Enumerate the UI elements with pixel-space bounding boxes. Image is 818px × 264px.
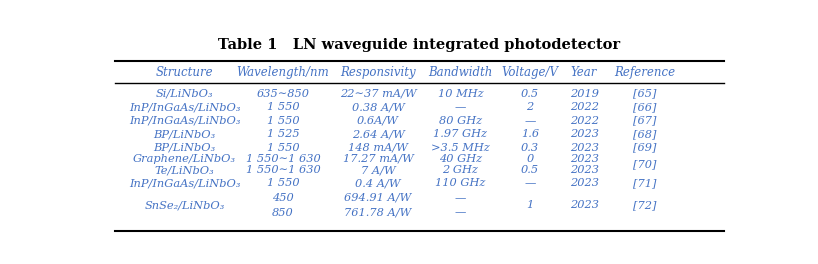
Text: InP/InGaAs/LiNbO₃: InP/InGaAs/LiNbO₃ [129,178,240,188]
Text: 1.6: 1.6 [521,129,539,139]
Text: 2019: 2019 [569,89,599,99]
Text: 0: 0 [527,154,534,164]
Text: —: — [455,102,466,112]
Text: [66]: [66] [632,102,656,112]
Text: 450: 450 [272,193,294,203]
Text: 1 525: 1 525 [267,129,299,139]
Text: SnSe₂/LiNbO₃: SnSe₂/LiNbO₃ [145,200,225,210]
Text: 40 GHz: 40 GHz [439,154,482,164]
Text: [70]: [70] [632,159,656,169]
Text: 80 GHz: 80 GHz [439,116,482,126]
Text: 17.27 mA/W: 17.27 mA/W [343,154,413,164]
Text: BP/LiNbO₃: BP/LiNbO₃ [154,129,216,139]
Text: Table 1   LN waveguide integrated photodetector: Table 1 LN waveguide integrated photodet… [218,38,620,52]
Text: [67]: [67] [632,116,656,126]
Text: —: — [455,193,466,203]
Text: [68]: [68] [632,129,656,139]
Text: [72]: [72] [632,200,656,210]
Text: 0.5: 0.5 [521,89,539,99]
Text: Wavelength/nm: Wavelength/nm [236,66,330,79]
Text: 10 MHz: 10 MHz [438,89,483,99]
Text: 1 550: 1 550 [267,102,299,112]
Text: Te/LiNbO₃: Te/LiNbO₃ [155,165,214,175]
Text: 2 GHz: 2 GHz [443,165,479,175]
Text: 2023: 2023 [569,129,599,139]
Text: Responsivity: Responsivity [340,66,416,79]
Text: 694.91 A/W: 694.91 A/W [344,193,411,203]
Text: 2023: 2023 [569,143,599,153]
Text: InP/InGaAs/LiNbO₃: InP/InGaAs/LiNbO₃ [129,116,240,126]
Text: 2023: 2023 [569,200,599,210]
Text: Structure: Structure [156,66,213,79]
Text: 1 550: 1 550 [267,116,299,126]
Text: 2023: 2023 [569,165,599,175]
Text: 0.5: 0.5 [521,165,539,175]
Text: BP/LiNbO₃: BP/LiNbO₃ [154,143,216,153]
Text: 7 A/W: 7 A/W [361,165,395,175]
Text: Reference: Reference [614,66,675,79]
Text: 761.78 A/W: 761.78 A/W [344,208,411,218]
Text: —: — [455,208,466,218]
Text: 2023: 2023 [569,154,599,164]
Text: 2022: 2022 [569,116,599,126]
Text: 850: 850 [272,208,294,218]
Text: Graphene/LiNbO₃: Graphene/LiNbO₃ [133,154,236,164]
Text: [65]: [65] [632,89,656,99]
Text: 1 550: 1 550 [267,143,299,153]
Text: [71]: [71] [632,178,656,188]
Text: 1 550∼1 630: 1 550∼1 630 [245,165,321,175]
Text: >3.5 MHz: >3.5 MHz [431,143,490,153]
Text: 0.38 A/W: 0.38 A/W [352,102,404,112]
Text: 1 550∼1 630: 1 550∼1 630 [245,154,321,164]
Text: 0.3: 0.3 [521,143,539,153]
Text: 22∼37 mA/W: 22∼37 mA/W [339,89,416,99]
Text: 1 550: 1 550 [267,178,299,188]
Text: 2023: 2023 [569,178,599,188]
Text: Si/LiNbO₃: Si/LiNbO₃ [156,89,213,99]
Text: —: — [524,116,536,126]
Text: 2.64 A/W: 2.64 A/W [352,129,404,139]
Text: Voltage/V: Voltage/V [501,66,559,79]
Text: Year: Year [571,66,597,79]
Text: 635∼850: 635∼850 [256,89,309,99]
Text: 2022: 2022 [569,102,599,112]
Text: InP/InGaAs/LiNbO₃: InP/InGaAs/LiNbO₃ [129,102,240,112]
Text: 148 mA/W: 148 mA/W [348,143,408,153]
Text: 0.4 A/W: 0.4 A/W [355,178,401,188]
Text: 0.6A/W: 0.6A/W [357,116,399,126]
Text: [69]: [69] [632,143,656,153]
Text: 1.97 GHz: 1.97 GHz [434,129,488,139]
Text: 110 GHz: 110 GHz [435,178,486,188]
Text: 1: 1 [527,200,534,210]
Text: 2: 2 [527,102,534,112]
Text: —: — [524,178,536,188]
Text: Bandwidth: Bandwidth [429,66,492,79]
